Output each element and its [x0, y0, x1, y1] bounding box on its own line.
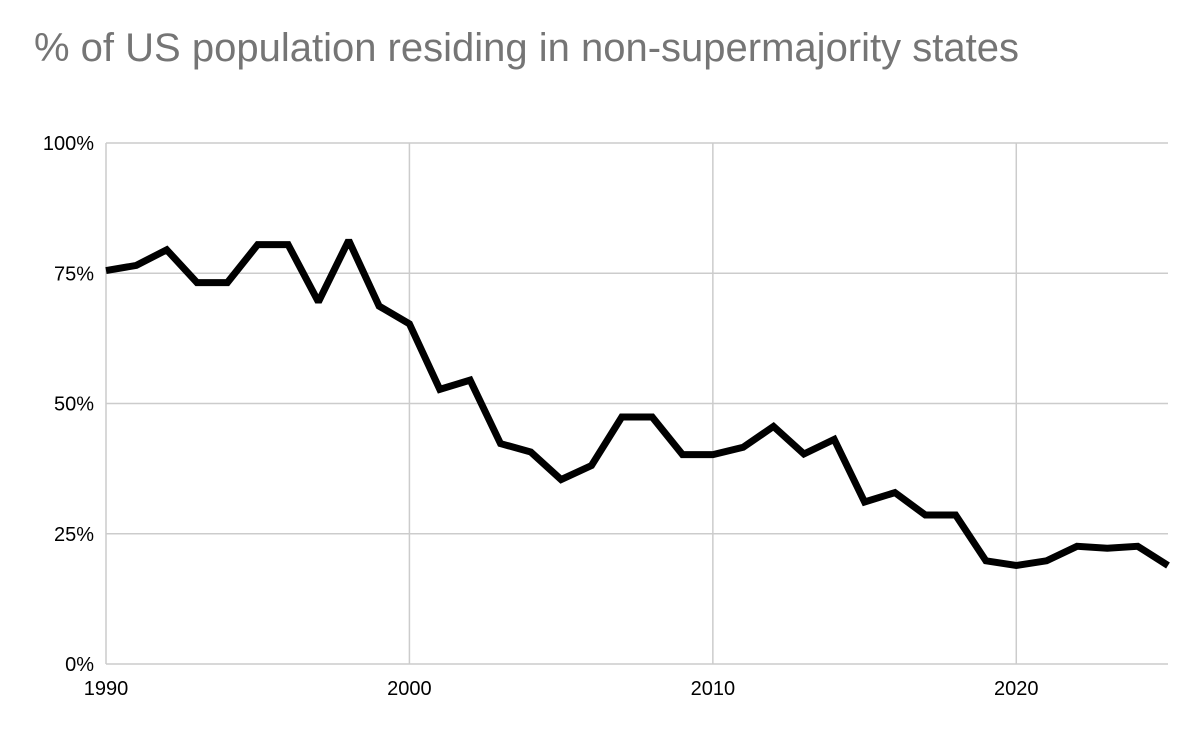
grid-lines: [105, 142, 1168, 665]
x-tick-label: 2000: [387, 678, 432, 700]
y-tick-label: 75%: [54, 263, 94, 285]
y-tick-label: 50%: [54, 394, 94, 416]
x-tick-label: 2010: [691, 678, 736, 700]
series-layer: [105, 238, 1170, 570]
y-axis-labels: 0% 25% 50% 75% 100%: [43, 133, 94, 676]
x-tick-label: 2020: [994, 678, 1039, 700]
x-axis-labels: 1990 2000 2010 2020: [84, 678, 1039, 700]
series-line: [105, 238, 1170, 570]
y-tick-label: 0%: [65, 654, 94, 676]
y-tick-label: 100%: [43, 133, 94, 155]
y-tick-label: 25%: [54, 524, 94, 546]
chart-title: % of US population residing in non-super…: [34, 26, 1019, 70]
x-tick-label: 1990: [84, 678, 129, 700]
